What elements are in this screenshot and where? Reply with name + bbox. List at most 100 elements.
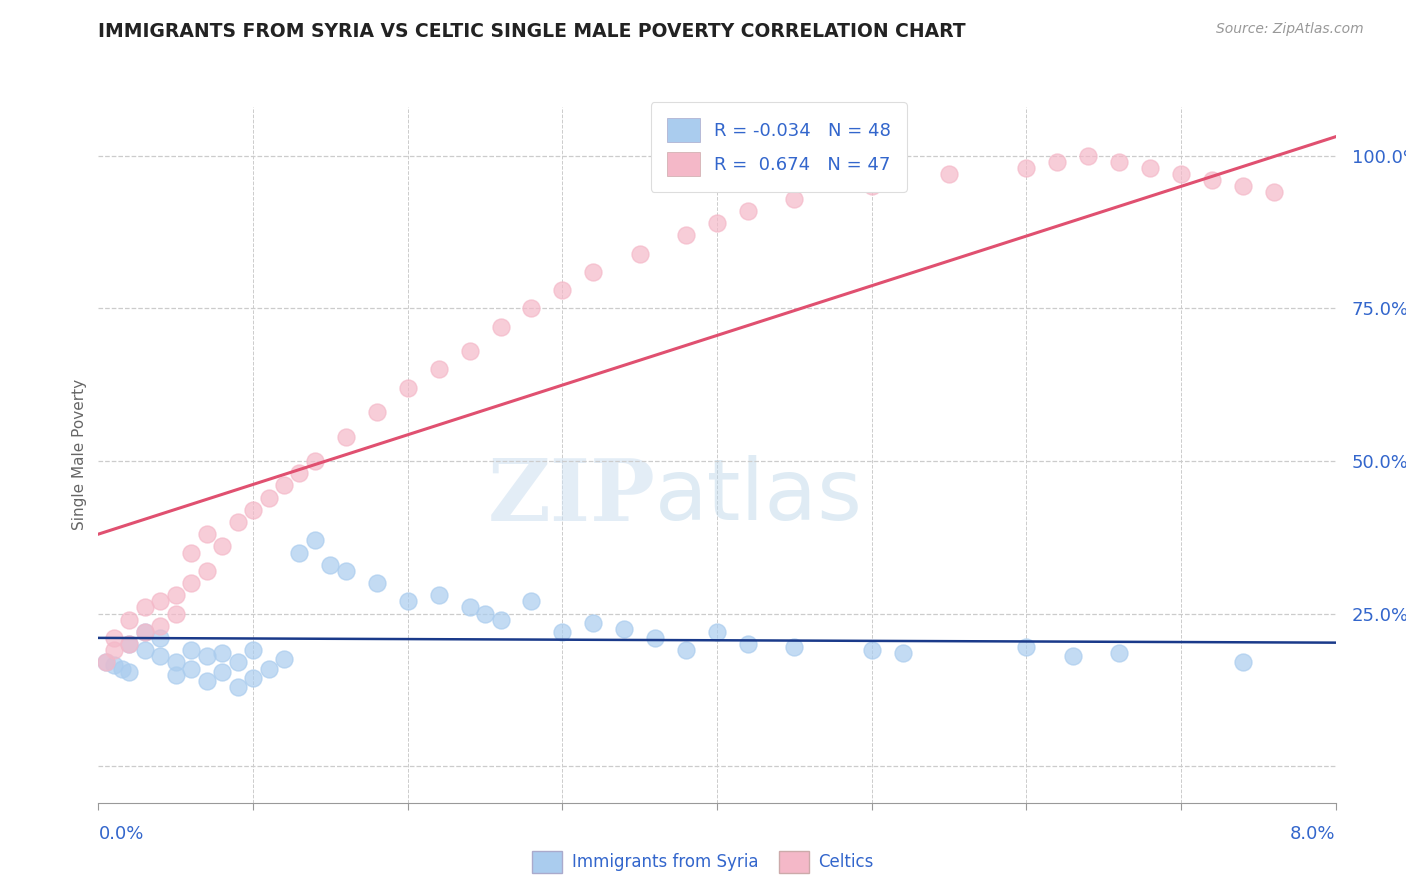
Point — [149, 649, 172, 664]
Point — [1015, 161, 1038, 175]
Point — [1015, 640, 1038, 655]
Text: Source: ZipAtlas.com: Source: ZipAtlas.com — [1216, 22, 1364, 37]
Point — [273, 478, 295, 492]
Point — [180, 643, 202, 657]
Point — [613, 622, 636, 636]
Point — [165, 667, 187, 681]
Point — [1108, 155, 1130, 169]
Point — [396, 381, 419, 395]
Point — [288, 545, 311, 559]
Point — [195, 527, 218, 541]
Point — [891, 646, 914, 660]
Point — [103, 631, 125, 645]
Point — [211, 665, 233, 679]
Point — [737, 637, 759, 651]
Point — [118, 637, 141, 651]
Point — [242, 503, 264, 517]
Point — [134, 624, 156, 639]
Point — [1139, 161, 1161, 175]
Point — [149, 619, 172, 633]
Point — [257, 661, 280, 675]
Text: atlas: atlas — [655, 455, 863, 538]
Point — [134, 643, 156, 657]
Point — [118, 665, 141, 679]
Point — [783, 192, 806, 206]
Point — [938, 167, 960, 181]
Point — [1232, 179, 1254, 194]
Y-axis label: Single Male Poverty: Single Male Poverty — [72, 379, 87, 531]
Point — [226, 680, 249, 694]
Point — [675, 643, 697, 657]
Point — [1077, 149, 1099, 163]
Point — [860, 179, 883, 194]
Point — [1232, 656, 1254, 670]
Point — [1170, 167, 1192, 181]
Point — [489, 613, 512, 627]
Point — [1046, 155, 1069, 169]
Point — [1201, 173, 1223, 187]
Point — [304, 454, 326, 468]
Point — [165, 607, 187, 621]
Point — [165, 656, 187, 670]
Point — [520, 301, 543, 316]
Point — [335, 429, 357, 443]
Point — [96, 656, 118, 670]
Point — [165, 588, 187, 602]
Point — [226, 656, 249, 670]
Point — [103, 658, 125, 673]
Point — [396, 594, 419, 608]
Point — [489, 319, 512, 334]
Point — [257, 491, 280, 505]
Point — [304, 533, 326, 548]
Point — [195, 649, 218, 664]
Legend: Immigrants from Syria, Celtics: Immigrants from Syria, Celtics — [526, 845, 880, 880]
Point — [180, 545, 202, 559]
Point — [628, 246, 651, 260]
Point — [242, 671, 264, 685]
Point — [366, 576, 388, 591]
Text: 0.0%: 0.0% — [98, 825, 143, 843]
Point — [211, 540, 233, 554]
Point — [226, 515, 249, 529]
Point — [706, 216, 728, 230]
Point — [783, 640, 806, 655]
Text: ZIP: ZIP — [488, 455, 655, 539]
Point — [644, 631, 666, 645]
Point — [1108, 646, 1130, 660]
Point — [118, 613, 141, 627]
Point — [551, 283, 574, 297]
Point — [149, 594, 172, 608]
Point — [427, 362, 450, 376]
Point — [1263, 186, 1285, 200]
Point — [582, 615, 605, 630]
Point — [427, 588, 450, 602]
Point — [520, 594, 543, 608]
Point — [335, 564, 357, 578]
Point — [706, 624, 728, 639]
Point — [319, 558, 342, 572]
Point — [195, 564, 218, 578]
Point — [737, 203, 759, 218]
Point — [118, 637, 141, 651]
Point — [96, 656, 118, 670]
Text: 8.0%: 8.0% — [1291, 825, 1336, 843]
Point — [149, 631, 172, 645]
Point — [458, 600, 481, 615]
Point — [211, 646, 233, 660]
Point — [111, 661, 132, 675]
Point — [180, 576, 202, 591]
Point — [242, 643, 264, 657]
Legend: R = -0.034   N = 48, R =  0.674   N = 47: R = -0.034 N = 48, R = 0.674 N = 47 — [651, 103, 907, 192]
Point — [1062, 649, 1084, 664]
Point — [458, 344, 481, 359]
Point — [195, 673, 218, 688]
Point — [860, 643, 883, 657]
Point — [273, 652, 295, 666]
Point — [180, 661, 202, 675]
Text: IMMIGRANTS FROM SYRIA VS CELTIC SINGLE MALE POVERTY CORRELATION CHART: IMMIGRANTS FROM SYRIA VS CELTIC SINGLE M… — [98, 22, 966, 41]
Point — [134, 624, 156, 639]
Point — [366, 405, 388, 419]
Point — [582, 265, 605, 279]
Point — [103, 643, 125, 657]
Point — [474, 607, 496, 621]
